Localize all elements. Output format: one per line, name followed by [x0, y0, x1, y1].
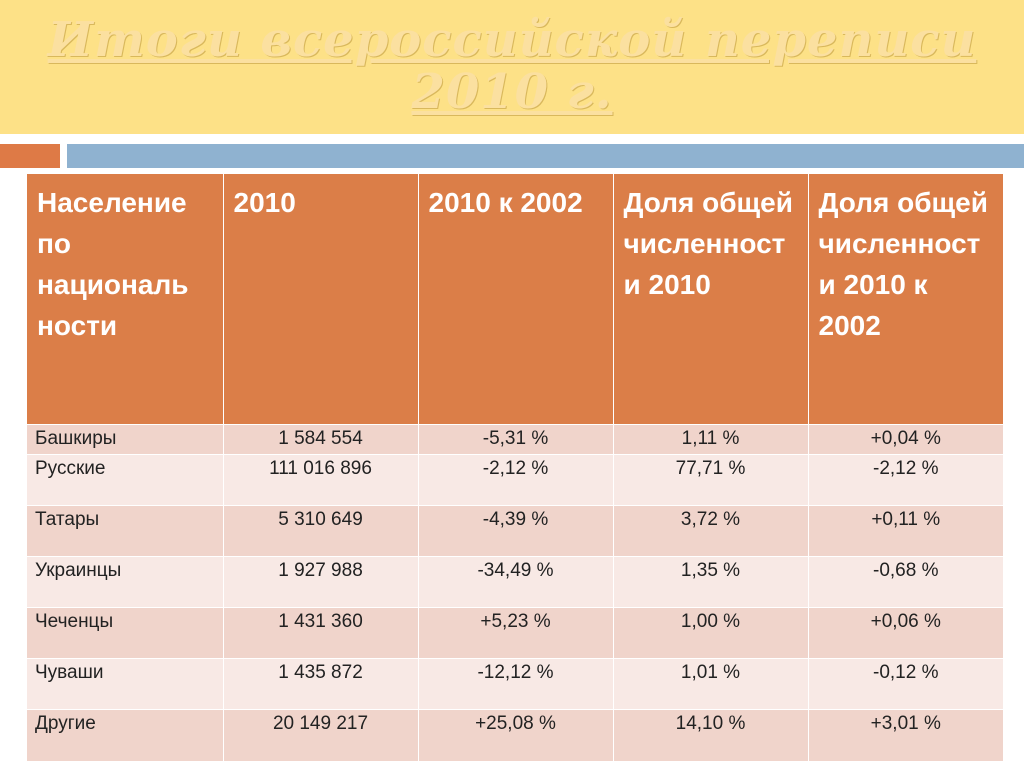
cell-population: 111 016 896 [223, 453, 419, 505]
cell-population: 1 435 872 [223, 657, 419, 709]
cell-population: 1 927 988 [223, 555, 419, 607]
cell-nationality: Чеченцы [27, 606, 224, 658]
accent-bar-blue [67, 144, 1024, 168]
cell-change: -34,49 % [418, 555, 614, 607]
cell-population: 5 310 649 [223, 504, 419, 556]
cell-population: 1 431 360 [223, 606, 419, 658]
table-row: Украинцы 1 927 988 -34,49 % 1,35 % -0,68… [27, 555, 1003, 607]
slide-title-line2: 2010 г. [411, 64, 613, 120]
cell-share: 1,01 % [613, 657, 809, 709]
table-row: Чеченцы 1 431 360 +5,23 % 1,00 % +0,06 % [27, 606, 1003, 658]
cell-share: 1,35 % [613, 555, 809, 607]
cell-change: +25,08 % [418, 708, 614, 761]
cell-change: -12,12 % [418, 657, 614, 709]
cell-nationality: Чуваши [27, 657, 224, 709]
header-share-change: Доля общей численност и 2010 к 2002 [808, 174, 1003, 424]
cell-share: 1,11 % [613, 423, 809, 454]
slide-title-line1: Итоги всероссийской переписи [47, 12, 977, 68]
table-row: Чуваши 1 435 872 -12,12 % 1,01 % -0,12 % [27, 657, 1003, 709]
cell-nationality: Украинцы [27, 555, 224, 607]
title-band: Итоги всероссийской переписи 2010 г. [0, 0, 1024, 137]
slide-title: Итоги всероссийской переписи 2010 г. [0, 14, 1024, 118]
header-nationality: Население по националь ности [27, 174, 224, 424]
cell-share-change: -0,12 % [808, 657, 1003, 709]
header-2010: 2010 [223, 174, 419, 424]
cell-change: -2,12 % [418, 453, 614, 505]
table-row: Башкиры 1 584 554 -5,31 % 1,11 % +0,04 % [27, 423, 1003, 454]
cell-share-change: -0,68 % [808, 555, 1003, 607]
cell-share: 3,72 % [613, 504, 809, 556]
cell-share-change: +3,01 % [808, 708, 1003, 761]
title-divider [0, 134, 1024, 137]
table-row: Татары 5 310 649 -4,39 % 3,72 % +0,11 % [27, 504, 1003, 556]
cell-share: 14,10 % [613, 708, 809, 761]
cell-share-change: -2,12 % [808, 453, 1003, 505]
cell-change: -5,31 % [418, 423, 614, 454]
cell-share: 77,71 % [613, 453, 809, 505]
table-row: Другие 20 149 217 +25,08 % 14,10 % +3,01… [27, 708, 1003, 761]
cell-nationality: Татары [27, 504, 224, 556]
cell-share-change: +0,06 % [808, 606, 1003, 658]
cell-change: +5,23 % [418, 606, 614, 658]
cell-change: -4,39 % [418, 504, 614, 556]
cell-population: 20 149 217 [223, 708, 419, 761]
census-table: Население по националь ности 2010 2010 к… [27, 174, 1003, 761]
cell-nationality: Другие [27, 708, 224, 761]
header-share-2010: Доля общей численност и 2010 [613, 174, 809, 424]
cell-population: 1 584 554 [223, 423, 419, 454]
table-row: Русские 111 016 896 -2,12 % 77,71 % -2,1… [27, 453, 1003, 505]
accent-bar-orange [0, 144, 60, 168]
cell-share: 1,00 % [613, 606, 809, 658]
cell-nationality: Русские [27, 453, 224, 505]
header-2010-vs-2002: 2010 к 2002 [418, 174, 614, 424]
cell-share-change: +0,04 % [808, 423, 1003, 454]
header-row: Население по националь ности 2010 2010 к… [27, 174, 1003, 424]
cell-nationality: Башкиры [27, 423, 224, 454]
cell-share-change: +0,11 % [808, 504, 1003, 556]
